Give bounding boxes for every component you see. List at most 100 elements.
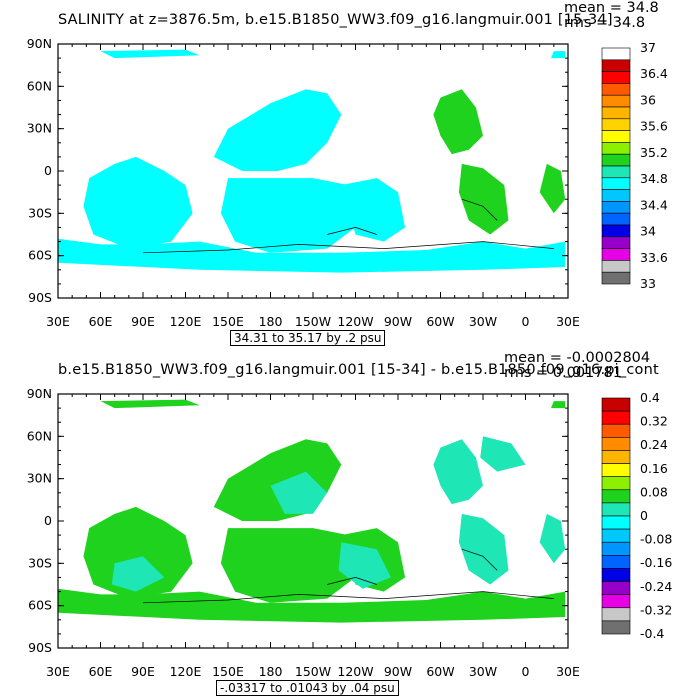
- range-note: -.03317 to .01043 by .04 psu: [216, 680, 399, 696]
- colorbar-label: 34: [640, 224, 656, 239]
- colorbar-swatch: [601, 106, 631, 120]
- colorbar-swatch: [601, 607, 631, 622]
- region-secondary-0: [433, 89, 483, 155]
- x-tick-label: 30W: [469, 664, 497, 679]
- colorbar-label: 34.8: [640, 171, 668, 186]
- x-tick-label: 60E: [89, 314, 113, 329]
- colorbar-swatch: [601, 450, 631, 464]
- colorbar-label: 33.6: [640, 250, 668, 265]
- colorbar-swatch: [601, 423, 631, 438]
- colorbar-swatch: [601, 71, 631, 84]
- colorbar-swatch: [601, 130, 631, 143]
- colorbar-swatch: [601, 189, 631, 202]
- colorbar-label: 0.4: [640, 390, 660, 405]
- salinity-map: 90N 60N 30N 0 30S 60S 90S 30E 60E 90E 120E 150E 180 1…: [27, 36, 668, 329]
- ocean-field: [58, 399, 566, 623]
- region-primary-5: [100, 399, 200, 409]
- colorbar-swatch: [601, 153, 631, 167]
- colorbar-label: -0.4: [640, 626, 664, 641]
- colorbar-swatch: [601, 581, 631, 595]
- mean-stat: mean = 34.8: [564, 0, 659, 16]
- y-tick-label: 30N: [27, 471, 52, 486]
- x-tick-label: 60E: [89, 664, 113, 679]
- patch-secondary-4: [480, 436, 526, 472]
- x-tick-label: 60W: [426, 314, 454, 329]
- difference-panel: b.e15.B1850_WW3.f09_g16.langmuir.001 [15…: [0, 350, 700, 700]
- chart-title: b.e15.B1850_WW3.f09_g16.langmuir.001 [15…: [58, 362, 659, 378]
- y-tick-label: 30S: [28, 205, 52, 220]
- x-tick-label: 0: [522, 664, 530, 679]
- contour-line: [327, 227, 377, 235]
- colorbar-swatch: [601, 271, 631, 285]
- region-secondary-2: [539, 163, 566, 214]
- colorbar-swatch: [601, 260, 631, 273]
- ocean-field: [58, 49, 566, 273]
- x-tick-label: 90W: [384, 314, 412, 329]
- colorbar-swatch: [601, 397, 631, 412]
- x-tick-label: 30E: [556, 314, 580, 329]
- colorbar-label: 0.16: [640, 461, 668, 476]
- region-primary-5: [100, 49, 200, 59]
- x-tick-label: 90E: [131, 664, 155, 679]
- x-tick-label: 120E: [170, 664, 202, 679]
- x-tick-label: 120E: [170, 314, 202, 329]
- rms-stat: rms = 0.001781: [504, 365, 622, 381]
- colorbar-label: 37: [640, 40, 656, 55]
- x-tick-label: 150W: [295, 314, 331, 329]
- y-tick-label: 0: [44, 163, 52, 178]
- colorbar-swatch: [601, 201, 631, 214]
- x-tick-label: 30E: [46, 314, 70, 329]
- patch-secondary-1: [338, 542, 391, 589]
- colorbar-swatch: [601, 463, 631, 477]
- colorbar-label: 0.24: [640, 437, 668, 452]
- region-primary-2: [83, 156, 193, 249]
- y-tick-label: 90S: [28, 290, 52, 305]
- y-tick-label: 90S: [28, 640, 52, 655]
- colorbar-label: 0.08: [640, 484, 668, 499]
- colorbar-label: 0: [640, 508, 648, 523]
- contour-line: [142, 591, 554, 604]
- region-primary-3: [58, 588, 566, 623]
- colorbar-swatch: [601, 165, 631, 179]
- colorbar-label: 35.2: [640, 145, 668, 160]
- colorbar-swatch: [601, 177, 631, 190]
- colorbar-label: 36: [640, 92, 656, 107]
- colorbar-swatch: [601, 541, 631, 556]
- colorbar-swatch: [601, 502, 631, 517]
- y-tick-label: 60S: [28, 598, 52, 613]
- x-tick-label: 180: [259, 314, 283, 329]
- colorbar-swatch: [601, 437, 631, 451]
- x-tick-label: 90W: [384, 664, 412, 679]
- colorbar-label: -0.16: [640, 555, 672, 570]
- region-primary-3: [58, 238, 566, 273]
- colorbar-swatch: [601, 515, 631, 530]
- region-secondary-2: [539, 513, 566, 564]
- x-tick-label: 120W: [337, 664, 373, 679]
- colorbar-swatch: [601, 236, 631, 249]
- colorbar-label: 34.4: [640, 197, 668, 212]
- x-tick-label: 150E: [212, 314, 244, 329]
- colorbar-swatch: [601, 83, 631, 96]
- region-primary-1: [220, 178, 356, 253]
- colorbar-label: 35.6: [640, 119, 668, 134]
- colorbar-swatch: [601, 528, 631, 543]
- colorbar-swatch: [601, 476, 631, 491]
- y-tick-label: 60S: [28, 248, 52, 263]
- colorbar-swatch: [601, 94, 631, 108]
- y-tick-label: 60N: [27, 78, 52, 93]
- colorbar-swatch: [601, 47, 631, 61]
- x-tick-label: 30E: [46, 664, 70, 679]
- region-primary-6: [551, 51, 566, 59]
- region-primary-0: [213, 89, 342, 171]
- region-secondary-0: [433, 439, 483, 505]
- contour-line: [327, 577, 377, 585]
- x-tick-label: 0: [522, 314, 530, 329]
- y-tick-label: 30S: [28, 555, 52, 570]
- colorbar-label: -0.08: [640, 532, 672, 547]
- colorbar-label: 33: [640, 276, 656, 291]
- mean-stat: mean = -0.0002804: [504, 350, 651, 366]
- y-tick-label: 90N: [27, 36, 52, 51]
- x-tick-label: 30E: [556, 664, 580, 679]
- salinity-panel: SALINITY at z=3876.5m, b.e15.B1850_WW3.f…: [27, 0, 668, 346]
- region-primary-4: [341, 178, 406, 242]
